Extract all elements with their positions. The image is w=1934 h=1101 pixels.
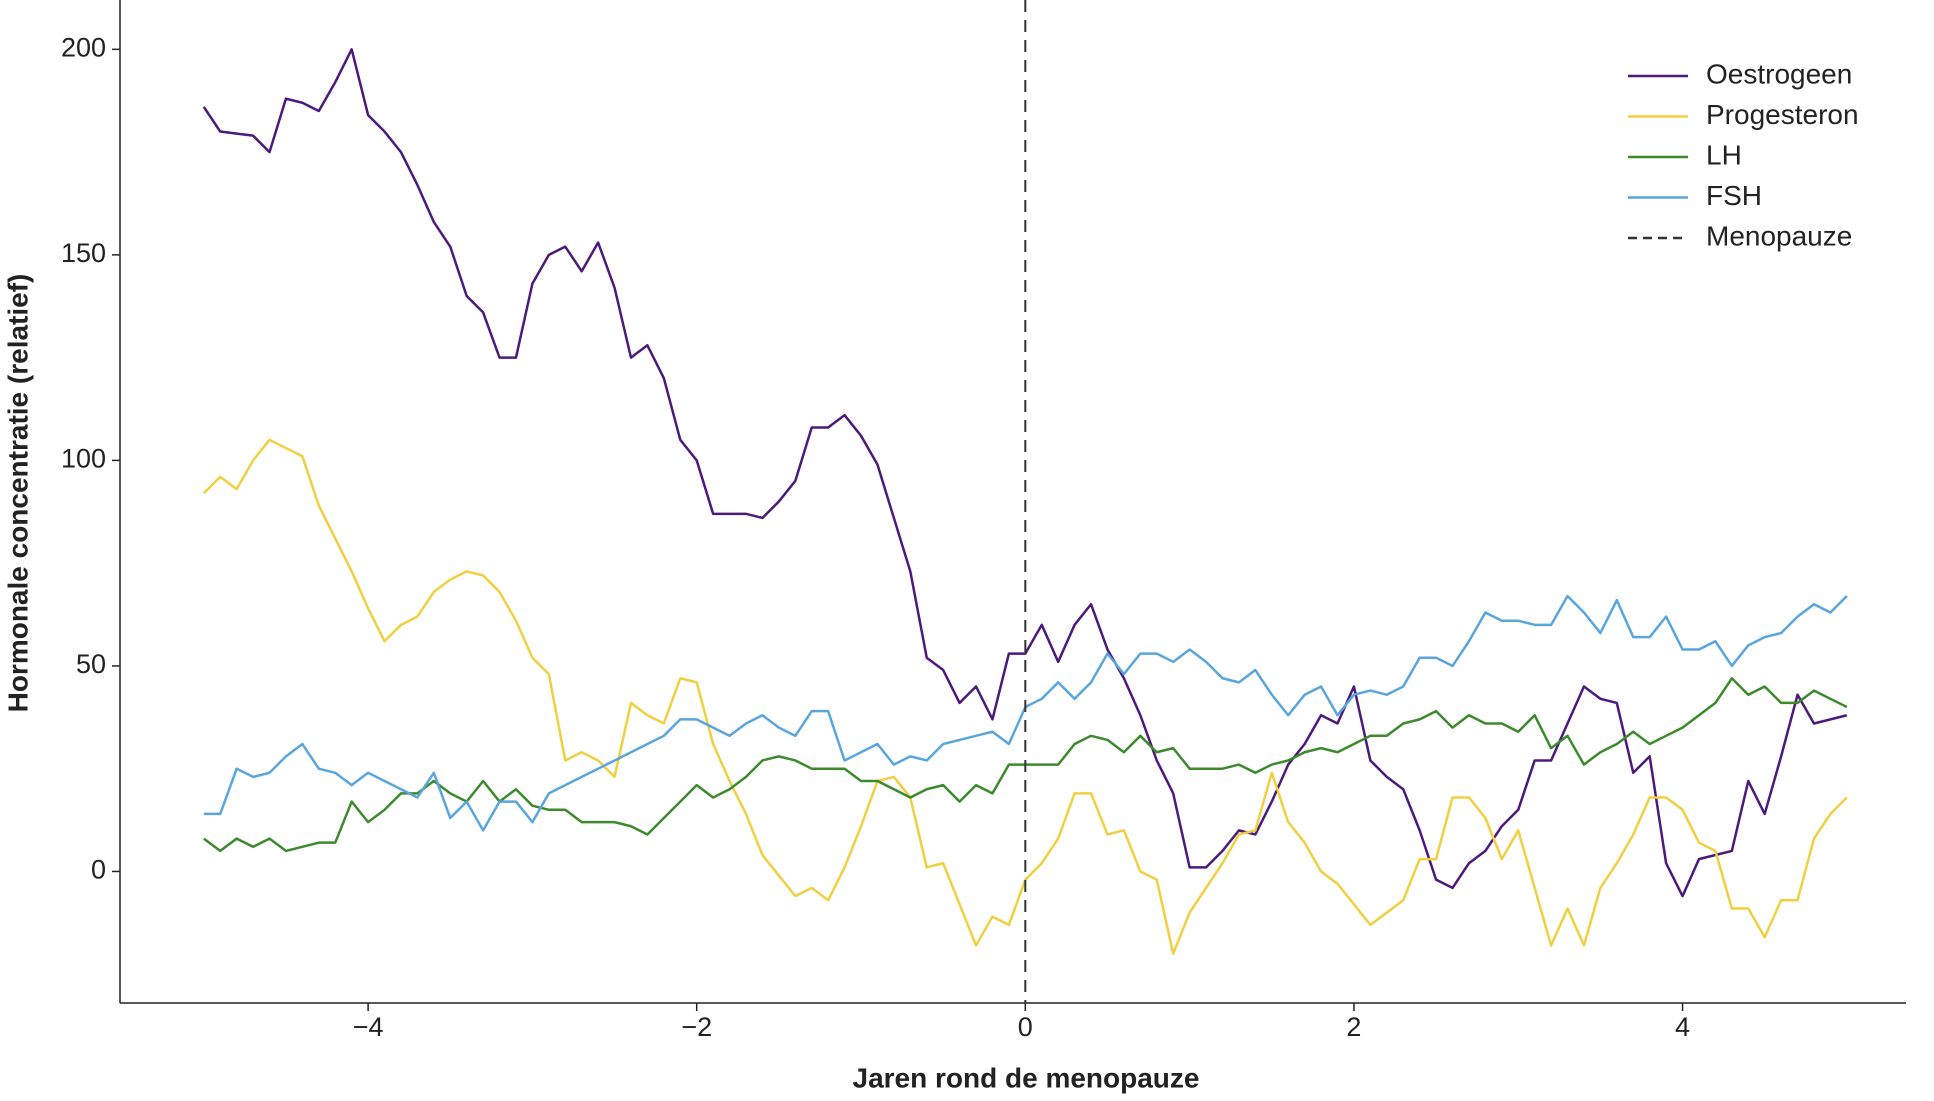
x-tick-label: 2 (1346, 1012, 1361, 1042)
x-tick-label: 4 (1675, 1012, 1690, 1042)
legend-label: Oestrogeen (1706, 58, 1852, 89)
y-tick-label: 0 (91, 855, 106, 885)
legend-label: Menopauze (1706, 220, 1852, 251)
series-line (202, 48, 1848, 898)
x-tick-label: 0 (1018, 1012, 1033, 1042)
x-tick-label: −4 (353, 1012, 384, 1042)
legend-label: Progesteron (1706, 99, 1859, 130)
legend-label: FSH (1706, 180, 1762, 211)
y-tick-label: 200 (61, 32, 106, 62)
series-line (202, 438, 1848, 955)
x-tick-label: −2 (681, 1012, 712, 1042)
legend-label: LH (1706, 139, 1742, 170)
y-tick-label: 150 (61, 238, 106, 268)
y-tick-label: 50 (76, 649, 106, 679)
y-axis-title: Hormonale concentratie (relatief) (2, 274, 33, 713)
x-axis-title: Jaren rond de menopauze (853, 1062, 1200, 1093)
y-tick-label: 100 (61, 444, 106, 474)
